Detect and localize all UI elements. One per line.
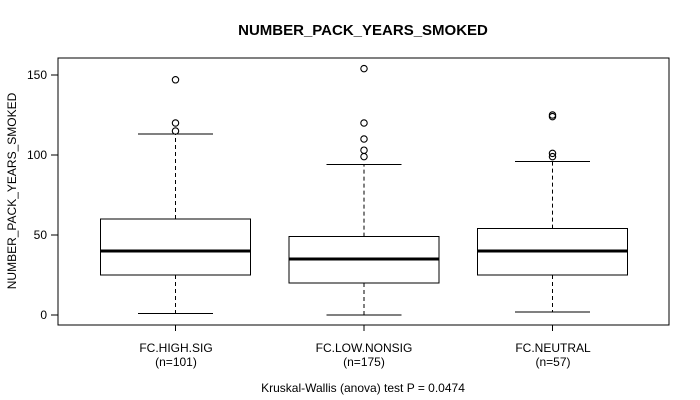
x-group-n-1: (n=101)	[155, 355, 197, 369]
outlier-point	[360, 119, 368, 127]
iqr-box	[100, 218, 251, 276]
x-group-label-1: FC.HIGH.SIG	[139, 341, 212, 355]
y-axis-label: NUMBER_PACK_YEARS_SMOKED	[5, 92, 19, 289]
y-tick-label: 0	[40, 308, 47, 322]
outlier-point	[360, 152, 368, 161]
x-group-n-2: (n=175)	[343, 355, 385, 369]
y-tick-label: 150	[27, 68, 47, 82]
outlier-point	[171, 119, 180, 127]
outlier-point	[171, 76, 180, 84]
outlier-point	[360, 64, 368, 73]
y-tick-label: 50	[34, 228, 48, 242]
x-group-label-3: FC.NEUTRAL	[515, 341, 591, 355]
outlier-point	[548, 111, 557, 119]
y-tick-label: 100	[27, 148, 47, 162]
caption-text: Kruskal-Wallis (anova) test P = 0.0474	[261, 381, 465, 395]
x-group-n-3: (n=57)	[535, 355, 570, 369]
outlier-point	[548, 149, 557, 158]
chart-title: NUMBER_PACK_YEARS_SMOKED	[238, 22, 488, 39]
outlier-point	[548, 152, 557, 161]
outlier-point	[360, 146, 368, 154]
outlier-point	[171, 127, 180, 135]
plot-area: 0 50 100 150	[27, 57, 670, 331]
x-group-label-2: FC.LOW.NONSIG	[316, 341, 413, 355]
outlier-point	[360, 135, 368, 143]
